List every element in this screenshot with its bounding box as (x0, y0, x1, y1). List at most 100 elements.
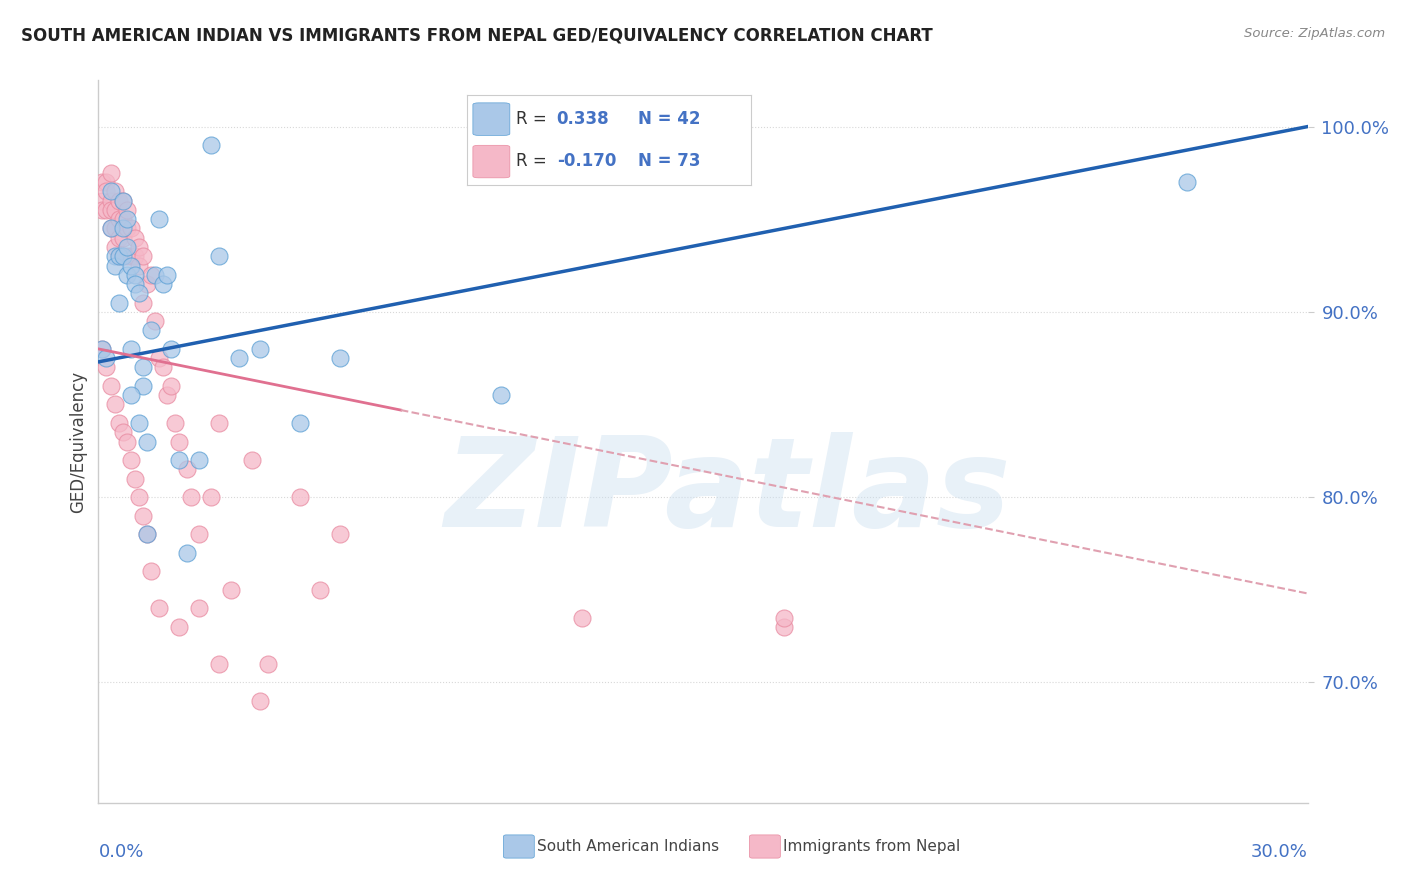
Point (132, 508, 155, 523)
Point (188, 453, 211, 467)
Y-axis label: GED/Equivalency: GED/Equivalency (69, 370, 87, 513)
Point (124, 249, 146, 263)
Point (115, 240, 138, 254)
Point (128, 240, 150, 254)
Point (111, 194, 134, 208)
Point (1175, 175, 1198, 189)
Point (100, 221, 122, 235)
Point (571, 610, 593, 624)
Text: Immigrants from Nepal: Immigrants from Nepal (783, 839, 960, 854)
Point (135, 434, 157, 449)
Point (96, 360, 118, 375)
Point (91, 342, 114, 356)
Point (103, 202, 125, 217)
Point (128, 416, 150, 430)
Point (107, 231, 129, 245)
Point (200, 490, 222, 504)
Point (167, 434, 190, 449)
Point (120, 388, 142, 402)
Point (103, 259, 125, 273)
Point (100, 202, 122, 217)
Point (188, 601, 211, 615)
Text: ZIPatlas: ZIPatlas (444, 432, 1011, 553)
Point (103, 249, 125, 263)
Point (115, 434, 138, 449)
Point (124, 277, 146, 291)
Point (111, 194, 134, 208)
Point (115, 212, 138, 227)
Point (180, 490, 202, 504)
Point (200, 138, 222, 153)
Text: South American Indians: South American Indians (537, 839, 720, 854)
Point (288, 490, 311, 504)
Point (132, 249, 155, 263)
Point (96, 202, 118, 217)
Point (103, 397, 125, 411)
Point (107, 194, 129, 208)
Point (115, 221, 138, 235)
Point (208, 249, 231, 263)
Point (120, 342, 142, 356)
Point (120, 249, 142, 263)
Point (249, 342, 271, 356)
Point (167, 453, 190, 467)
Point (120, 221, 142, 235)
Point (91, 342, 114, 356)
Point (329, 351, 352, 366)
Point (228, 351, 250, 366)
Point (100, 221, 122, 235)
Point (103, 240, 125, 254)
Point (111, 249, 134, 263)
Text: SOUTH AMERICAN INDIAN VS IMMIGRANTS FROM NEPAL GED/EQUIVALENCY CORRELATION CHART: SOUTH AMERICAN INDIAN VS IMMIGRANTS FROM… (21, 27, 932, 45)
Point (249, 694, 271, 708)
Point (139, 564, 162, 578)
Point (111, 425, 134, 440)
Point (221, 582, 243, 597)
Point (132, 360, 155, 375)
Point (120, 453, 142, 467)
Point (176, 462, 198, 476)
Point (120, 259, 142, 273)
Point (188, 527, 211, 541)
Point (152, 360, 174, 375)
Point (115, 268, 138, 282)
Point (135, 527, 157, 541)
Point (96, 185, 118, 199)
Point (240, 453, 263, 467)
Point (111, 231, 134, 245)
Point (132, 295, 155, 310)
Point (107, 295, 129, 310)
Point (152, 277, 174, 291)
Point (139, 323, 162, 337)
Point (100, 379, 122, 393)
Point (208, 657, 231, 671)
Point (107, 416, 129, 430)
Point (100, 185, 122, 199)
Point (772, 620, 794, 634)
Point (115, 249, 138, 263)
Point (143, 268, 166, 282)
Point (148, 351, 170, 366)
Point (124, 268, 146, 282)
Point (124, 231, 146, 245)
Point (156, 268, 179, 282)
Point (96, 351, 118, 366)
Point (135, 527, 157, 541)
Text: 0.0%: 0.0% (98, 843, 143, 861)
Point (148, 212, 170, 227)
Text: Source: ZipAtlas.com: Source: ZipAtlas.com (1244, 27, 1385, 40)
Point (124, 472, 146, 486)
Point (135, 277, 157, 291)
Point (111, 221, 134, 235)
Point (91, 194, 114, 208)
Point (91, 175, 114, 189)
Point (107, 212, 129, 227)
Point (139, 268, 162, 282)
Point (107, 249, 129, 263)
Point (160, 379, 183, 393)
Point (167, 620, 190, 634)
Point (160, 342, 183, 356)
Point (208, 416, 231, 430)
Point (143, 314, 166, 328)
Point (309, 582, 332, 597)
